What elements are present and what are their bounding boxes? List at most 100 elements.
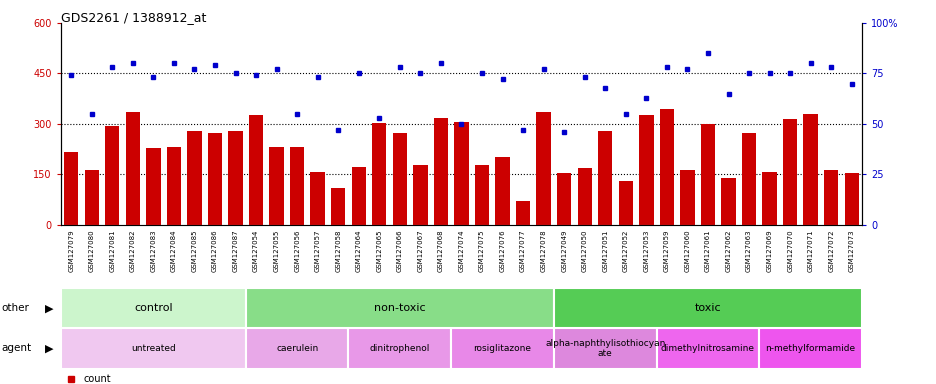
Text: GDS2261 / 1388912_at: GDS2261 / 1388912_at bbox=[61, 12, 206, 25]
Text: GSM127061: GSM127061 bbox=[704, 230, 710, 272]
Text: GSM127084: GSM127084 bbox=[170, 230, 177, 272]
Bar bbox=[454, 122, 468, 225]
Bar bbox=[208, 133, 222, 225]
Text: GSM127072: GSM127072 bbox=[827, 230, 833, 272]
Bar bbox=[228, 131, 242, 225]
Bar bbox=[782, 119, 797, 225]
Text: rosiglitazone: rosiglitazone bbox=[473, 344, 531, 353]
Bar bbox=[392, 133, 406, 225]
Text: GSM127080: GSM127080 bbox=[89, 230, 95, 272]
Text: dinitrophenol: dinitrophenol bbox=[370, 344, 430, 353]
Text: GSM127071: GSM127071 bbox=[807, 230, 812, 272]
Text: GSM127062: GSM127062 bbox=[724, 230, 731, 272]
Bar bbox=[348, 328, 451, 369]
Text: GSM127085: GSM127085 bbox=[191, 230, 197, 272]
Text: GSM127060: GSM127060 bbox=[683, 230, 690, 272]
Bar bbox=[656, 328, 758, 369]
Text: untreated: untreated bbox=[131, 344, 176, 353]
Text: GSM127058: GSM127058 bbox=[335, 230, 341, 272]
Bar bbox=[245, 288, 553, 328]
Text: GSM127066: GSM127066 bbox=[397, 230, 402, 272]
Text: GSM127075: GSM127075 bbox=[478, 230, 485, 272]
Bar bbox=[245, 328, 348, 369]
Bar bbox=[413, 165, 427, 225]
Text: GSM127068: GSM127068 bbox=[437, 230, 444, 272]
Text: GSM127069: GSM127069 bbox=[766, 230, 772, 272]
Bar bbox=[105, 126, 119, 225]
Text: GSM127078: GSM127078 bbox=[540, 230, 546, 272]
Text: GSM127050: GSM127050 bbox=[581, 230, 587, 272]
Text: GSM127081: GSM127081 bbox=[110, 230, 115, 272]
Text: dimethylnitrosamine: dimethylnitrosamine bbox=[660, 344, 754, 353]
Text: GSM127051: GSM127051 bbox=[602, 230, 607, 272]
Bar bbox=[372, 123, 386, 225]
Bar bbox=[61, 288, 245, 328]
Text: other: other bbox=[2, 303, 30, 313]
Text: control: control bbox=[134, 303, 172, 313]
Text: agent: agent bbox=[2, 343, 32, 354]
Bar bbox=[187, 131, 201, 225]
Bar bbox=[84, 170, 99, 225]
Bar bbox=[577, 168, 592, 225]
Bar bbox=[61, 328, 245, 369]
Bar bbox=[249, 116, 263, 225]
Text: non-toxic: non-toxic bbox=[373, 303, 425, 313]
Bar bbox=[516, 201, 530, 225]
Bar bbox=[823, 170, 838, 225]
Bar bbox=[553, 328, 656, 369]
Text: ▶: ▶ bbox=[44, 343, 53, 354]
Bar bbox=[553, 288, 861, 328]
Text: GSM127076: GSM127076 bbox=[499, 230, 505, 272]
Bar bbox=[125, 112, 139, 225]
Bar bbox=[433, 118, 447, 225]
Text: GSM127079: GSM127079 bbox=[68, 230, 74, 272]
Bar bbox=[330, 189, 345, 225]
Bar bbox=[146, 148, 160, 225]
Bar bbox=[741, 133, 755, 225]
Text: GSM127063: GSM127063 bbox=[745, 230, 752, 272]
Text: alpha-naphthylisothiocyan
ate: alpha-naphthylisothiocyan ate bbox=[545, 339, 665, 358]
Text: GSM127070: GSM127070 bbox=[786, 230, 792, 272]
Text: n-methylformamide: n-methylformamide bbox=[765, 344, 855, 353]
Text: GSM127083: GSM127083 bbox=[150, 230, 156, 272]
Text: GSM127074: GSM127074 bbox=[458, 230, 464, 272]
Bar bbox=[762, 172, 776, 225]
Bar bbox=[167, 147, 181, 225]
Text: GSM127056: GSM127056 bbox=[294, 230, 300, 272]
Text: GSM127086: GSM127086 bbox=[212, 230, 218, 272]
Text: GSM127082: GSM127082 bbox=[130, 230, 136, 272]
Bar bbox=[803, 114, 817, 225]
Bar bbox=[536, 112, 550, 225]
Bar bbox=[758, 328, 861, 369]
Text: GSM127052: GSM127052 bbox=[622, 230, 628, 272]
Text: toxic: toxic bbox=[694, 303, 721, 313]
Text: GSM127067: GSM127067 bbox=[417, 230, 423, 272]
Text: GSM127057: GSM127057 bbox=[314, 230, 320, 272]
Bar bbox=[475, 165, 489, 225]
Text: GSM127077: GSM127077 bbox=[519, 230, 525, 272]
Text: GSM127054: GSM127054 bbox=[253, 230, 258, 272]
Bar bbox=[310, 172, 325, 225]
Text: GSM127053: GSM127053 bbox=[643, 230, 649, 272]
Bar bbox=[351, 167, 366, 225]
Bar bbox=[451, 328, 553, 369]
Bar bbox=[638, 116, 652, 225]
Text: GSM127065: GSM127065 bbox=[376, 230, 382, 272]
Text: ▶: ▶ bbox=[44, 303, 53, 313]
Text: GSM127073: GSM127073 bbox=[848, 230, 854, 272]
Bar bbox=[700, 124, 714, 225]
Bar bbox=[289, 147, 304, 225]
Bar bbox=[597, 131, 612, 225]
Bar bbox=[659, 109, 673, 225]
Bar bbox=[843, 172, 858, 225]
Bar bbox=[495, 157, 509, 225]
Bar bbox=[618, 181, 633, 225]
Bar bbox=[64, 152, 79, 225]
Text: GSM127064: GSM127064 bbox=[356, 230, 361, 272]
Legend: count, percentile rank within the sample: count, percentile rank within the sample bbox=[66, 374, 248, 384]
Bar bbox=[721, 178, 735, 225]
Bar bbox=[270, 147, 284, 225]
Text: caerulein: caerulein bbox=[276, 344, 318, 353]
Text: GSM127087: GSM127087 bbox=[232, 230, 239, 272]
Text: GSM127059: GSM127059 bbox=[664, 230, 669, 272]
